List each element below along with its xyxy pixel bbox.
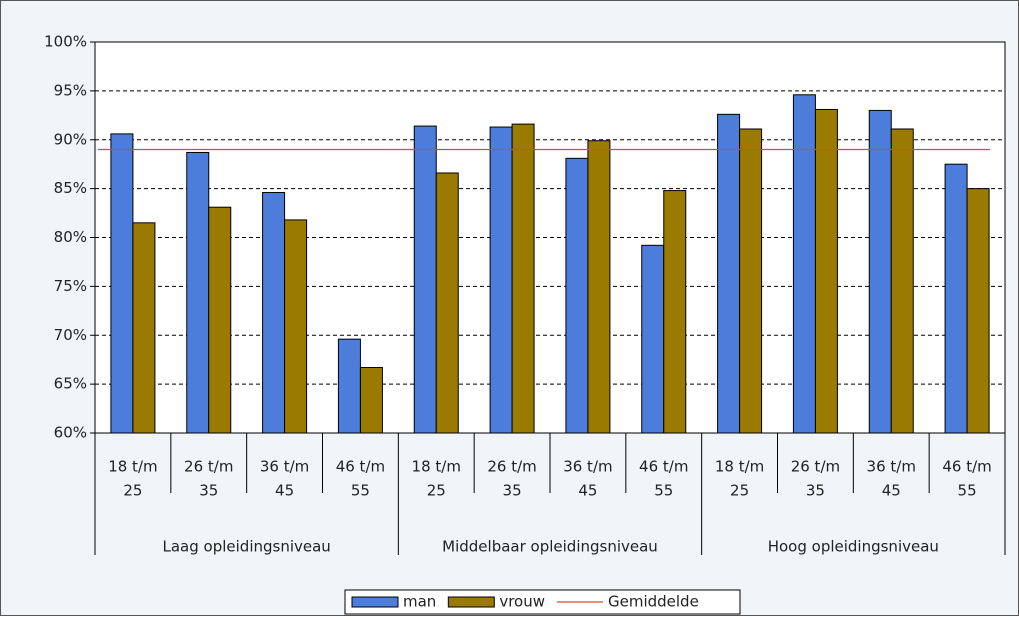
group-label: Laag opleidingsniveau (163, 538, 331, 556)
y-tick-label: 100% (44, 33, 87, 51)
bar (262, 192, 286, 434)
x-tick-label: 35 (503, 482, 522, 500)
bar (110, 133, 134, 434)
bar (814, 108, 838, 434)
bar (186, 151, 210, 434)
legend-label: Gemiddelde (608, 593, 699, 611)
bar (868, 109, 892, 434)
legend-label: vrouw (499, 593, 545, 611)
x-tick-label: 45 (882, 482, 901, 500)
bar (489, 126, 513, 434)
x-tick-label: 26 t/m (184, 458, 233, 476)
x-tick-label: 25 (123, 482, 142, 500)
bar (337, 338, 361, 434)
bar (641, 244, 665, 434)
y-tick-label: 70% (54, 326, 87, 344)
x-tick-label: 35 (806, 482, 825, 500)
x-tick-label: 55 (654, 482, 673, 500)
x-tick-label: 45 (275, 482, 294, 500)
bar (717, 113, 741, 434)
legend-swatch (447, 596, 495, 608)
x-tick-label: 46 t/m (942, 458, 991, 476)
bar (663, 190, 687, 434)
x-tick-label: 25 (427, 482, 446, 500)
x-tick-label: 36 t/m (563, 458, 612, 476)
x-tick-label: 55 (958, 482, 977, 500)
bar (890, 128, 914, 434)
x-tick-label: 45 (578, 482, 597, 500)
legend-label: man (403, 593, 436, 611)
x-tick-label: 26 t/m (791, 458, 840, 476)
x-tick-label: 55 (351, 482, 370, 500)
y-tick-label: 60% (54, 424, 87, 442)
bar (587, 140, 611, 434)
y-tick-label: 90% (54, 130, 87, 148)
group-label: Hoog opleidingsniveau (768, 538, 939, 556)
x-tick-label: 46 t/m (639, 458, 688, 476)
x-tick-label: 26 t/m (487, 458, 536, 476)
legend-box (344, 589, 741, 615)
bar (413, 125, 437, 434)
bar (208, 206, 232, 434)
bar (739, 128, 763, 434)
y-tick-label: 80% (54, 228, 87, 246)
y-tick-label: 75% (54, 277, 87, 295)
bar (435, 172, 459, 434)
legend-swatch (351, 596, 399, 608)
bar (132, 222, 156, 434)
x-tick-label: 36 t/m (260, 458, 309, 476)
y-tick-label: 85% (54, 179, 87, 197)
group-label: Middelbaar opleidingsniveau (442, 538, 658, 556)
bar (284, 219, 308, 434)
bar (966, 188, 990, 434)
x-tick-label: 35 (199, 482, 218, 500)
x-tick-label: 18 t/m (108, 458, 157, 476)
x-tick-label: 46 t/m (336, 458, 385, 476)
x-tick-label: 18 t/m (715, 458, 764, 476)
x-tick-label: 25 (730, 482, 749, 500)
x-tick-label: 36 t/m (867, 458, 916, 476)
y-tick-label: 65% (54, 375, 87, 393)
x-tick-label: 18 t/m (412, 458, 461, 476)
bar (511, 123, 535, 434)
bar (565, 157, 589, 434)
bar (359, 367, 383, 434)
bar (944, 163, 968, 434)
bar (792, 94, 816, 434)
y-tick-label: 95% (54, 81, 87, 99)
